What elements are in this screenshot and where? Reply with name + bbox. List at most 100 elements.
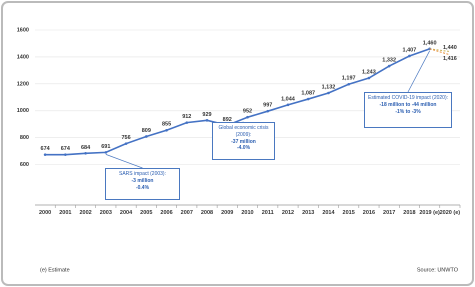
x-tick-label: 2006 [160,210,173,216]
point [145,135,148,138]
x-tick-label-box: 2004 [119,210,133,216]
value-label: 1,332 [382,58,396,64]
value-label: 1,132 [322,84,336,90]
annotation-detail: -1% to -3% [395,108,421,115]
source: Source: UNWTO [417,267,459,273]
value-label: 1,407 [403,47,417,53]
x-tick-label: 2010 [241,210,254,216]
point [124,142,128,145]
value-label: 929 [202,112,211,118]
x-tick-label-box: 2000 [38,210,52,216]
annotation: Global economic crisis (2009): -37 millio… [212,122,275,160]
value-label: 756 [121,135,130,141]
value-label: 997 [263,103,272,109]
x-tick-label: 2012 [281,210,295,216]
x-tick-label-box: 2005 [140,210,153,216]
x-tick-label: 2016 [362,210,376,216]
point [64,153,67,156]
x-tick-label-box: 2017 [383,210,396,216]
x-tick-label-box: 2007 [180,210,193,216]
x-tick-label-box: 2010 [241,210,254,216]
value-label: 952 [243,109,252,115]
value-label: 674 [41,146,51,152]
value-label: 892 [223,117,232,123]
x-tick-label: 2000 [38,210,52,216]
x-tick-label: 2020 (e) [439,210,461,216]
value-label: 1,243 [362,70,376,76]
x-tick-label-box: 2013 [302,210,315,216]
x-tick-label: 2005 [140,210,153,216]
x-tick-label-box: 2016 [362,210,376,216]
value-label: 1,416 [443,56,457,62]
x-tick-label: 2017 [383,210,396,216]
point [266,109,270,113]
point [84,152,87,155]
annotation: SARS impact (2003): -3 million -0.4% [105,168,180,200]
x-tick-label: 2002 [79,210,92,216]
annotation-detail: -0.4% [135,184,150,191]
annotation-pointer [105,154,143,169]
point [367,76,371,80]
series-line [429,48,451,56]
value-label: 684 [81,145,91,151]
x-tick-label: 2008 [200,210,214,216]
value-label: 1,087 [301,91,315,97]
annotation: Estimated COVID-19 impact (2020): -18 mil… [364,92,452,128]
x-tick-label: 2019 (e) [419,210,440,216]
point [43,153,47,156]
x-tick-label: 2015 [342,210,355,216]
footnote: (e) Estimate [40,267,70,273]
x-tick-label-box: 2002 [79,210,92,216]
value-label: 691 [101,144,110,150]
point [246,115,249,119]
x-tick-label: 2009 [221,210,234,216]
point [104,151,108,154]
annotation-title: SARS impact (2003): [119,171,166,177]
y-tick-label: 1200 [17,81,29,87]
x-tick-label: 2013 [302,210,315,216]
x-tick-label-box: 2020 (e) [439,210,461,216]
value-label: 674 [61,146,71,152]
y-tick-label: 600 [20,162,29,168]
point [286,103,290,107]
y-tick-label: 1400 [17,54,29,60]
point [306,97,310,101]
x-tick-label-box: 2018 [403,210,415,216]
annotation-detail: -18 million to -44 million [379,101,437,108]
annotation-box: Estimated COVID-19 impact (2020):-18 mil… [364,92,452,128]
point [205,119,209,122]
x-tick-label-box: 2015 [342,210,355,216]
value-label: 1,197 [342,76,356,82]
annotation-pointer [407,50,430,93]
value-label: 855 [162,122,171,128]
value-label: 1,044 [281,96,296,102]
annotation-title: Estimated COVID-19 impact (2020): [367,95,449,101]
annotation-detail: -4.0% [236,145,251,152]
x-tick-label-box: 2003 [100,210,112,216]
y-tick-label: 1600 [17,27,29,33]
point [347,82,350,86]
x-tick-label-box: 2014 [322,210,335,216]
point [387,64,391,68]
x-tick-label-box: 2009 [221,210,234,216]
annotation-detail: -3 million [131,177,154,184]
series-line [45,48,430,156]
point [327,91,330,95]
x-tick-label-box: 2012 [281,210,295,216]
value-label: 809 [142,128,151,134]
y-tick-label: 1000 [17,108,29,114]
x-tick-label: 2007 [180,210,193,216]
point [408,54,411,58]
x-tick-label-box: 2019 (e) [419,210,440,216]
annotation-box: Global economic crisis (2009):-37 millio… [212,122,275,160]
point [185,121,189,124]
x-tick-label-box: 2008 [200,210,214,216]
annotation-detail: -37 million [231,138,256,145]
x-tick-label: 2014 [322,210,335,216]
x-tick-label-box: 2001 [59,210,71,216]
x-tick-label: 2004 [119,210,133,216]
value-label: 912 [182,114,191,120]
point [165,128,168,132]
